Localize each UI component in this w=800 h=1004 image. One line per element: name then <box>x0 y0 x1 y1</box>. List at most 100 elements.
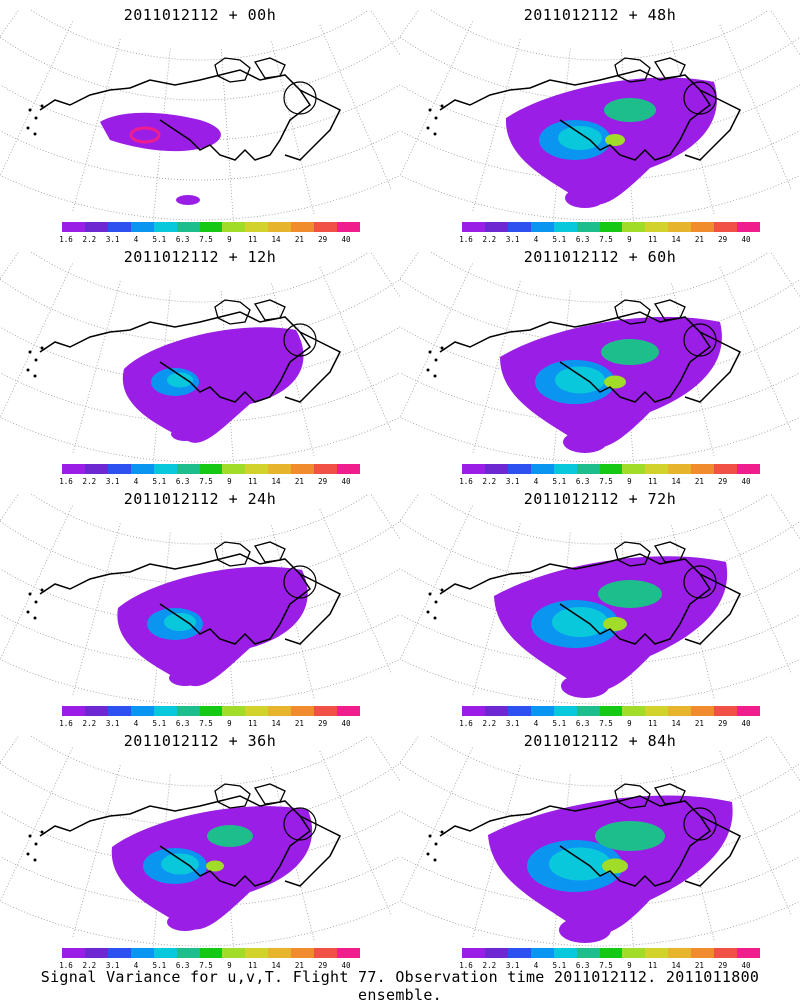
colorbar-swatch <box>245 948 269 958</box>
graticule-meridian <box>719 750 792 915</box>
coastline <box>614 541 651 567</box>
colorbar-swatch <box>462 706 485 716</box>
colorbar-swatch <box>268 222 292 232</box>
colorbar-label: 1.6 <box>59 961 73 970</box>
colorbar <box>62 948 360 958</box>
coastline <box>214 783 251 809</box>
colorbar-swatch <box>84 464 108 474</box>
polar-map <box>400 252 800 467</box>
colorbar-label: 29 <box>718 961 728 970</box>
forecast-panel: 2011012112 + 60h 1.6 2.2 3.1 4 5.1 6.3 7.5 9 11 14… <box>400 242 800 486</box>
graticule-meridian <box>0 494 20 522</box>
colorbar-swatch <box>668 948 692 958</box>
graticule-meridian <box>770 252 800 298</box>
island-dot <box>440 830 444 834</box>
colorbar-swatch <box>130 464 154 474</box>
colorbar-swatch <box>176 948 200 958</box>
colorbar-swatch <box>291 222 315 232</box>
colorbar-label: 7.5 <box>599 235 613 244</box>
graticule-latitude <box>0 174 400 221</box>
colorbar <box>62 464 360 474</box>
colorbar-swatch <box>530 464 554 474</box>
colorbar-swatch <box>107 706 131 716</box>
colorbar-swatch <box>176 222 200 232</box>
colorbar-swatch <box>153 464 177 474</box>
colorbar-swatch <box>130 706 154 716</box>
colorbar-swatch <box>199 464 223 474</box>
coastline <box>284 89 342 161</box>
polar-map <box>0 736 400 951</box>
graticule-meridian <box>220 49 235 225</box>
colorbar-label: 1.6 <box>459 477 473 486</box>
colorbar-swatch <box>599 222 623 232</box>
colorbar-label: 7.5 <box>199 719 213 728</box>
graticule-meridian <box>72 281 121 453</box>
colorbar-swatch <box>462 464 485 474</box>
graticule-latitude <box>430 10 770 61</box>
graticule-meridian <box>0 10 20 38</box>
colorbar-label: 1.6 <box>59 719 73 728</box>
coastline <box>214 541 251 567</box>
colorbar-swatch <box>737 706 760 716</box>
colorbar-label: 7.5 <box>199 235 213 244</box>
colorbar-swatch <box>484 948 508 958</box>
colorbar-swatch <box>222 706 246 716</box>
colorbar-swatch <box>553 948 577 958</box>
colorbar-label: 4 <box>133 235 139 244</box>
graticule-latitude <box>30 736 370 787</box>
colorbar-label: 14 <box>271 477 281 486</box>
colorbar-swatch <box>176 706 200 716</box>
graticule-latitude <box>0 278 400 343</box>
forecast-panel: 2011012112 + 36h 1.6 2.2 3.1 4 5.1 6.3 7.5 9 11 14… <box>0 726 400 970</box>
colorbar-label: 1.6 <box>459 961 473 970</box>
island-dot <box>26 126 30 130</box>
island-dot <box>26 368 30 372</box>
island-dot <box>26 610 30 614</box>
colorbar-label: 7.5 <box>599 961 613 970</box>
coastline <box>284 331 342 403</box>
graticule-meridian <box>319 24 392 189</box>
panel-title: 2011012112 + 60h <box>523 248 677 266</box>
colorbar-swatch <box>222 948 246 958</box>
colorbar <box>462 222 760 232</box>
colorbar-swatch <box>507 706 531 716</box>
colorbar-label: 11 <box>648 235 658 244</box>
colorbar-label: 21 <box>694 719 704 728</box>
colorbar-labels: 1.6 2.2 3.1 4 5.1 6.3 7.5 9 11 14 21 29 40 <box>459 961 760 971</box>
colorbar-swatch <box>291 464 315 474</box>
coastline <box>214 57 251 83</box>
colorbar-label: 3.1 <box>105 477 120 486</box>
graticule-latitude <box>0 762 400 827</box>
colorbar-label: 2.2 <box>482 719 497 728</box>
graticule-meridian <box>719 508 792 673</box>
forecast-panel: 2011012112 + 00h 1.6 2.2 3.1 4 5.1 6.3 7.5 9 11 14… <box>0 0 400 244</box>
colorbar-label: 11 <box>648 961 658 970</box>
colorbar-label: 40 <box>741 961 751 970</box>
graticule-latitude <box>430 494 770 545</box>
graticule-meridian <box>770 736 800 782</box>
colorbar-swatch <box>645 222 669 232</box>
colorbar-label: 6.3 <box>175 477 190 486</box>
colorbar-label: 2.2 <box>82 961 97 970</box>
coastline <box>653 57 686 79</box>
variance-field <box>117 566 308 687</box>
island-dot <box>33 858 37 862</box>
coastline <box>253 541 286 563</box>
colorbar-swatch <box>107 464 131 474</box>
coastline <box>653 541 686 563</box>
variance-field <box>488 795 733 943</box>
coastline <box>284 573 342 645</box>
island-dot <box>440 588 444 592</box>
colorbar-swatch <box>622 948 646 958</box>
colorbar-swatch <box>737 222 760 232</box>
colorbar-swatch <box>314 706 338 716</box>
colorbar-label: 11 <box>248 235 258 244</box>
colorbar-swatch <box>645 706 669 716</box>
colorbar-label: 14 <box>671 235 681 244</box>
colorbar-label: 21 <box>694 477 704 486</box>
graticule-latitude <box>430 736 770 787</box>
coastline <box>653 299 686 321</box>
colorbar-swatch <box>714 706 738 716</box>
colorbar-swatch <box>130 948 154 958</box>
colorbar-label: 6.3 <box>575 477 590 486</box>
